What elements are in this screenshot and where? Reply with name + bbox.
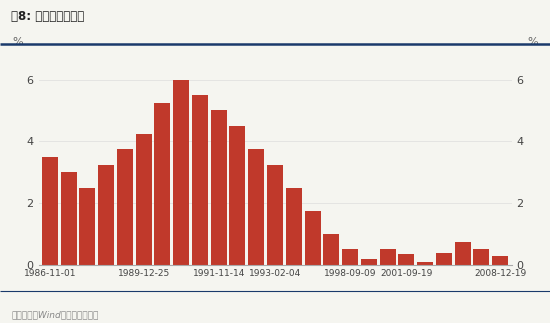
Bar xyxy=(42,157,58,265)
Text: %: % xyxy=(13,36,23,47)
Bar xyxy=(474,249,490,265)
Bar xyxy=(60,172,76,265)
Bar xyxy=(286,188,302,265)
Text: %: % xyxy=(527,36,537,47)
Bar xyxy=(379,249,395,265)
Bar xyxy=(267,164,283,265)
Bar xyxy=(136,134,152,265)
Bar xyxy=(305,211,321,265)
Bar xyxy=(492,255,508,265)
Bar xyxy=(398,254,414,265)
Bar xyxy=(98,164,114,265)
Bar xyxy=(211,110,227,265)
Bar xyxy=(417,262,433,265)
Bar xyxy=(455,242,471,265)
Bar xyxy=(361,259,377,265)
Text: 图8: 日本官方贴现率: 图8: 日本官方贴现率 xyxy=(11,10,84,23)
Bar xyxy=(173,79,189,265)
Bar xyxy=(192,95,208,265)
Bar xyxy=(436,253,452,265)
Bar xyxy=(323,234,339,265)
Bar xyxy=(229,126,245,265)
Bar xyxy=(248,149,264,265)
Bar xyxy=(117,149,133,265)
Text: 数据来源：Wind，中信建投证券: 数据来源：Wind，中信建投证券 xyxy=(11,311,98,320)
Bar xyxy=(342,249,358,265)
Bar xyxy=(79,188,95,265)
Bar xyxy=(155,103,170,265)
